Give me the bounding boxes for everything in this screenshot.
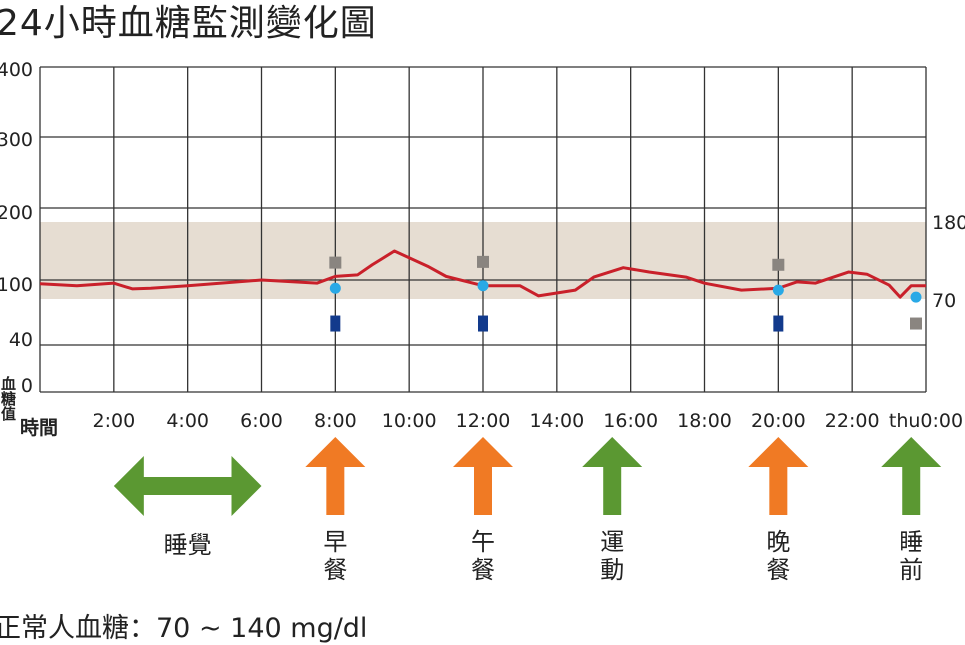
- y-axis-label: 血糖值: [0, 376, 17, 421]
- x-tick-label: 8:00: [314, 410, 357, 432]
- x-tick-label: thu0:00: [889, 410, 963, 432]
- glucose-line: [39, 249, 926, 299]
- y-tick-label: 100: [0, 274, 33, 296]
- marker-square: [910, 317, 922, 330]
- x-axis-label: 時間: [20, 417, 58, 439]
- up-arrow-icon: [748, 437, 809, 515]
- y-tick-label: 40: [9, 329, 33, 351]
- marker-circle: [910, 291, 922, 303]
- marker-circle: [772, 284, 784, 296]
- normal-range-note: 正常人血糖：70 ~ 140 mg/dl: [0, 613, 368, 644]
- band-low-label: 70: [932, 290, 956, 312]
- marker-square: [477, 255, 489, 268]
- band-high-label: 180: [932, 212, 965, 234]
- activity-label: 餐: [471, 556, 495, 584]
- activity-label: 晚: [766, 528, 790, 556]
- x-tick-label: 6:00: [240, 410, 283, 432]
- marker-circle: [329, 282, 341, 294]
- y-tick-label: 0: [21, 375, 33, 397]
- up-arrow-icon: [881, 437, 942, 515]
- activity-label: 前: [899, 556, 923, 584]
- activity-label: 運: [600, 528, 624, 556]
- x-tick-label: 22:00: [825, 410, 880, 432]
- activity-label: 午: [471, 528, 495, 556]
- x-tick-label: 20:00: [751, 410, 806, 432]
- activity-label: 動: [600, 556, 624, 584]
- marker-bar: [773, 315, 784, 332]
- double-arrow-icon: [113, 456, 262, 516]
- x-tick-label: 16:00: [603, 410, 658, 432]
- up-arrow-icon: [582, 437, 643, 515]
- x-tick-label: 2:00: [92, 410, 135, 432]
- y-tick-label: 200: [0, 202, 33, 224]
- y-tick-label: 300: [0, 129, 33, 151]
- x-tick-label: 4:00: [166, 410, 209, 432]
- y-tick-label: 400: [0, 59, 33, 81]
- activity-label: 餐: [766, 556, 790, 584]
- x-tick-label: 14:00: [529, 410, 584, 432]
- marker-bar: [330, 315, 341, 332]
- marker-circle: [477, 280, 489, 292]
- x-tick-label: 10:00: [382, 410, 437, 432]
- marker-bar: [478, 315, 488, 332]
- chart-title: 24小時血糖監測變化圖: [0, 3, 377, 44]
- marker-square: [772, 258, 785, 271]
- up-arrow-icon: [305, 437, 366, 515]
- x-tick-label: 12:00: [456, 410, 511, 432]
- marker-square: [329, 256, 342, 269]
- x-tick-label: 18:00: [677, 410, 732, 432]
- activity-label: 睡覺: [164, 531, 212, 559]
- activity-label: 早: [323, 528, 347, 556]
- activity-label: 餐: [323, 556, 347, 584]
- up-arrow-icon: [453, 437, 513, 515]
- activity-label: 睡: [899, 528, 923, 556]
